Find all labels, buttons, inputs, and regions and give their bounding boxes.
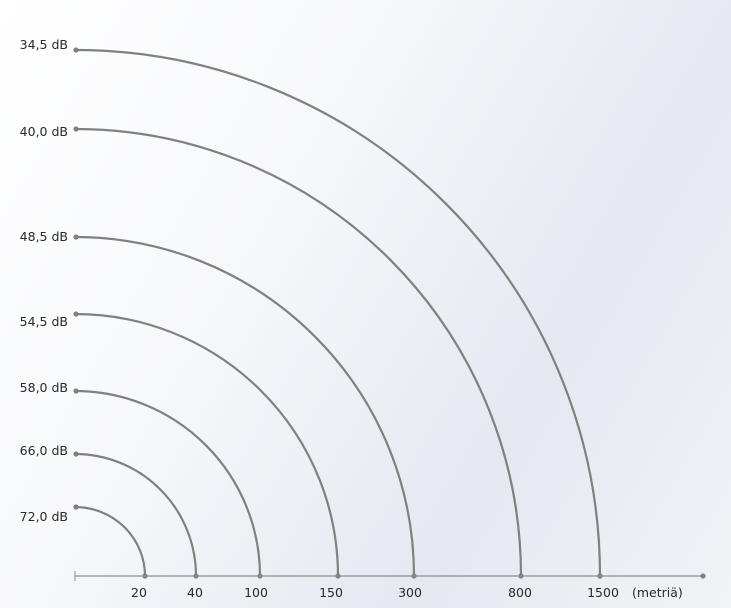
distance-label: 1500 [587,585,619,600]
distance-label: 100 [244,585,268,600]
db-label: 58,0 dB [20,380,68,395]
db-labels: 72,0 dB 66,0 dB 58,0 dB 54,5 dB 48,5 dB 40,0 … [20,37,68,524]
noise-contour-5 [74,127,523,577]
db-label: 54,5 dB [20,314,68,329]
distance-label: 300 [398,585,422,600]
db-label: 34,5 dB [20,37,68,52]
contour-start-point [73,311,79,317]
distance-labels: 20 40 100 150 300 800 1500 [131,585,619,600]
noise-contour-1 [74,452,198,577]
contour-start-point [73,126,79,132]
contour-start-point [73,47,79,53]
contour-start-point [73,504,79,510]
distance-label: 40 [187,585,203,600]
axis-end-point [700,573,706,579]
unit-label: (metriä) [632,585,683,600]
noise-contour-0 [74,505,147,577]
db-label: 66,0 dB [20,443,68,458]
noise-contour-2 [74,389,262,577]
db-label: 72,0 dB [20,509,68,524]
noise-contour-3 [74,312,340,577]
noise-curves [73,47,603,579]
db-label: 40,0 dB [20,124,68,139]
distance-label: 20 [131,585,147,600]
distance-label: 800 [508,585,532,600]
contour-start-point [73,388,79,394]
db-label: 48,5 dB [20,229,68,244]
contour-start-point [73,451,79,457]
contour-start-point [73,234,79,240]
noise-contour-4 [74,235,416,577]
distance-axis [74,571,706,581]
noise-contour-6 [74,48,602,577]
distance-label: 150 [319,585,343,600]
